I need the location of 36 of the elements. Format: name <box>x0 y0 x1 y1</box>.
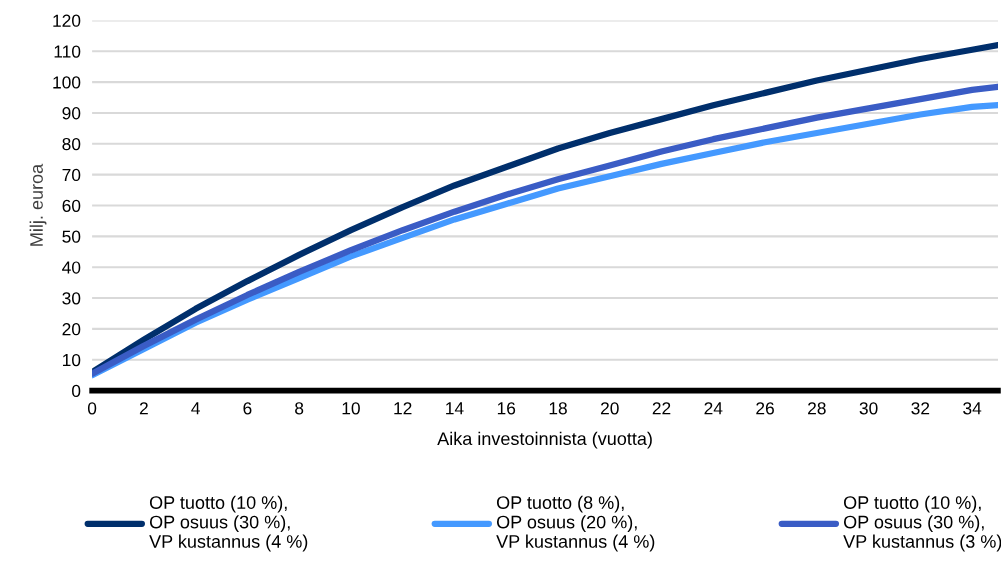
y-tick-label: 80 <box>62 137 81 151</box>
y-tick-label: 0 <box>72 384 81 398</box>
x-tick-label: 8 <box>295 402 304 415</box>
x-tick-label: 26 <box>756 402 774 415</box>
legend-label: OP tuotto (8 %), OP osuus (20 %), VP kustannus (4 %) <box>496 495 655 552</box>
y-tick-label: 30 <box>62 292 81 305</box>
x-tick-label: 6 <box>243 402 252 415</box>
legend-label: OP tuotto (10 %), OP osuus (30 %), VP kustannus (3 %) <box>843 495 1001 552</box>
x-tick-label: 0 <box>87 402 97 415</box>
x-tick-label: 12 <box>394 402 412 415</box>
y-tick-label: 110 <box>54 45 81 58</box>
x-tick-label: 28 <box>808 402 826 415</box>
x-tick-label: 2 <box>139 402 148 415</box>
x-tick-label: 24 <box>704 402 723 415</box>
x-axis-title: Aika investoinnista (vuotta) <box>437 431 652 449</box>
y-tick-label: 60 <box>62 199 81 212</box>
x-tick-label: 34 <box>963 402 982 415</box>
x-tick-label: 22 <box>652 402 671 415</box>
x-tick-label: 32 <box>911 402 930 415</box>
y-tick-label: 50 <box>62 230 81 243</box>
x-tick-label: 20 <box>600 402 619 415</box>
y-axis-title: Milj. euroa <box>29 163 47 246</box>
y-tick-label: 70 <box>62 168 81 182</box>
x-tick-label: 10 <box>342 402 360 415</box>
y-tick-label: 120 <box>53 14 81 27</box>
legend-label: OP tuotto (10 %), OP osuus (30 %), VP kustannus (4 %) <box>149 495 308 552</box>
y-tick-label: 20 <box>62 323 81 336</box>
x-tick-label: 30 <box>859 402 878 415</box>
y-tick-label: 10 <box>63 353 81 367</box>
x-tick-label: 18 <box>549 402 567 415</box>
y-tick-label: 90 <box>62 107 81 120</box>
y-tick-label: 40 <box>62 261 81 274</box>
x-tick-label: 16 <box>497 402 516 415</box>
x-tick-label: 14 <box>446 402 464 415</box>
x-tick-label: 4 <box>191 402 200 415</box>
y-tick-label: 100 <box>53 76 81 89</box>
